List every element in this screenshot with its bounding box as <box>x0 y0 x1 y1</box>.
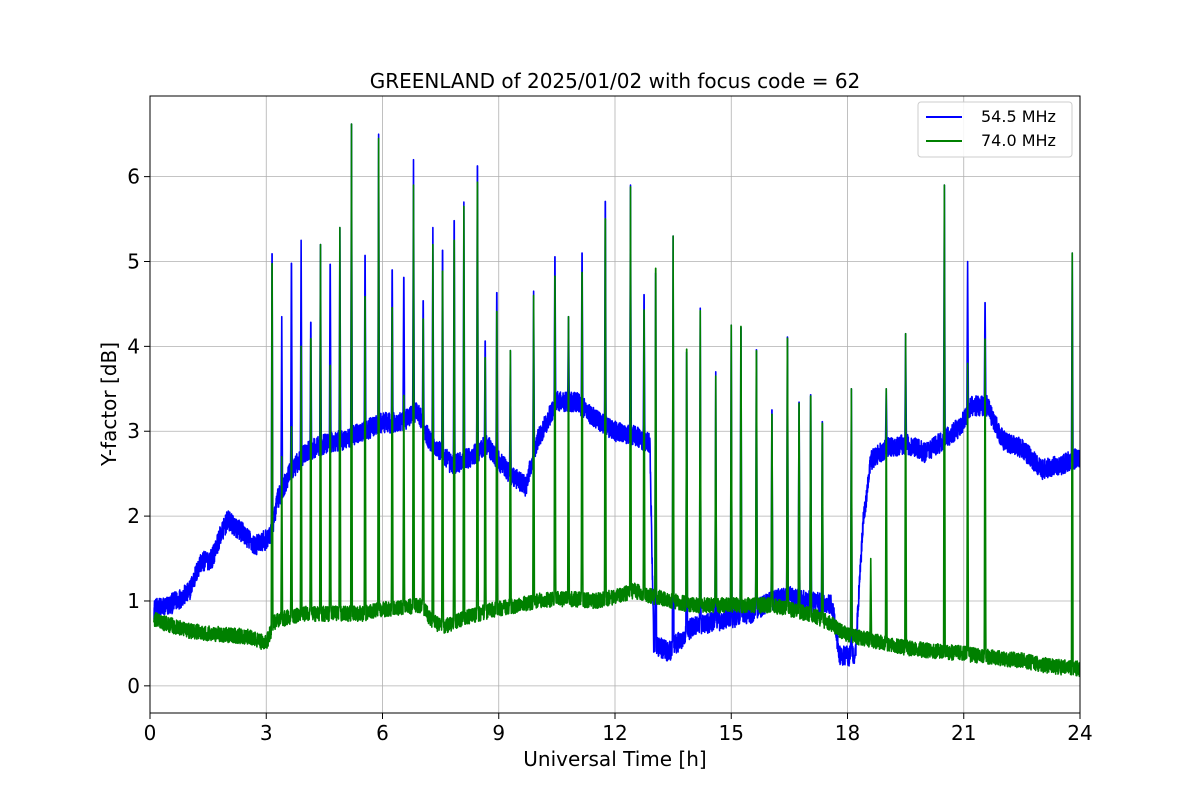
series-line-74-0-mhz <box>153 123 1080 678</box>
series-layer <box>153 123 1080 678</box>
legend-label-74-0-mhz: 74.0 MHz <box>981 131 1056 150</box>
y-axis: 0 1 2 3 4 5 6 <box>127 165 150 698</box>
y-axis-label: Y-factor [dB] <box>97 342 121 467</box>
x-tick-label: 18 <box>835 721 860 745</box>
x-tick-label: 21 <box>951 721 976 745</box>
legend-box <box>917 101 1073 158</box>
series-line-54-5-mhz <box>153 123 1080 667</box>
y-tick-label: 4 <box>127 334 140 358</box>
x-tick-label: 3 <box>260 721 273 745</box>
x-axis: 0 3 6 9 12 15 18 21 24 <box>144 713 1093 745</box>
y-tick-label: 3 <box>127 419 140 443</box>
legend-label-54-5-mhz: 54.5 MHz <box>981 107 1056 126</box>
x-tick-label: 6 <box>376 721 389 745</box>
x-tick-label: 15 <box>719 721 744 745</box>
y-tick-label: 1 <box>127 589 140 613</box>
x-tick-label: 24 <box>1067 721 1092 745</box>
y-tick-label: 5 <box>127 249 140 273</box>
y-tick-label: 0 <box>127 674 140 698</box>
x-tick-label: 12 <box>602 721 627 745</box>
x-axis-label: Universal Time [h] <box>523 747 706 771</box>
y-tick-label: 2 <box>127 504 140 528</box>
chart-title: GREENLAND of 2025/01/02 with focus code … <box>370 69 861 93</box>
x-tick-label: 0 <box>144 721 157 745</box>
x-tick-label: 9 <box>492 721 505 745</box>
legend: 54.5 MHz 74.0 MHz <box>917 101 1073 158</box>
y-tick-label: 6 <box>127 165 140 189</box>
